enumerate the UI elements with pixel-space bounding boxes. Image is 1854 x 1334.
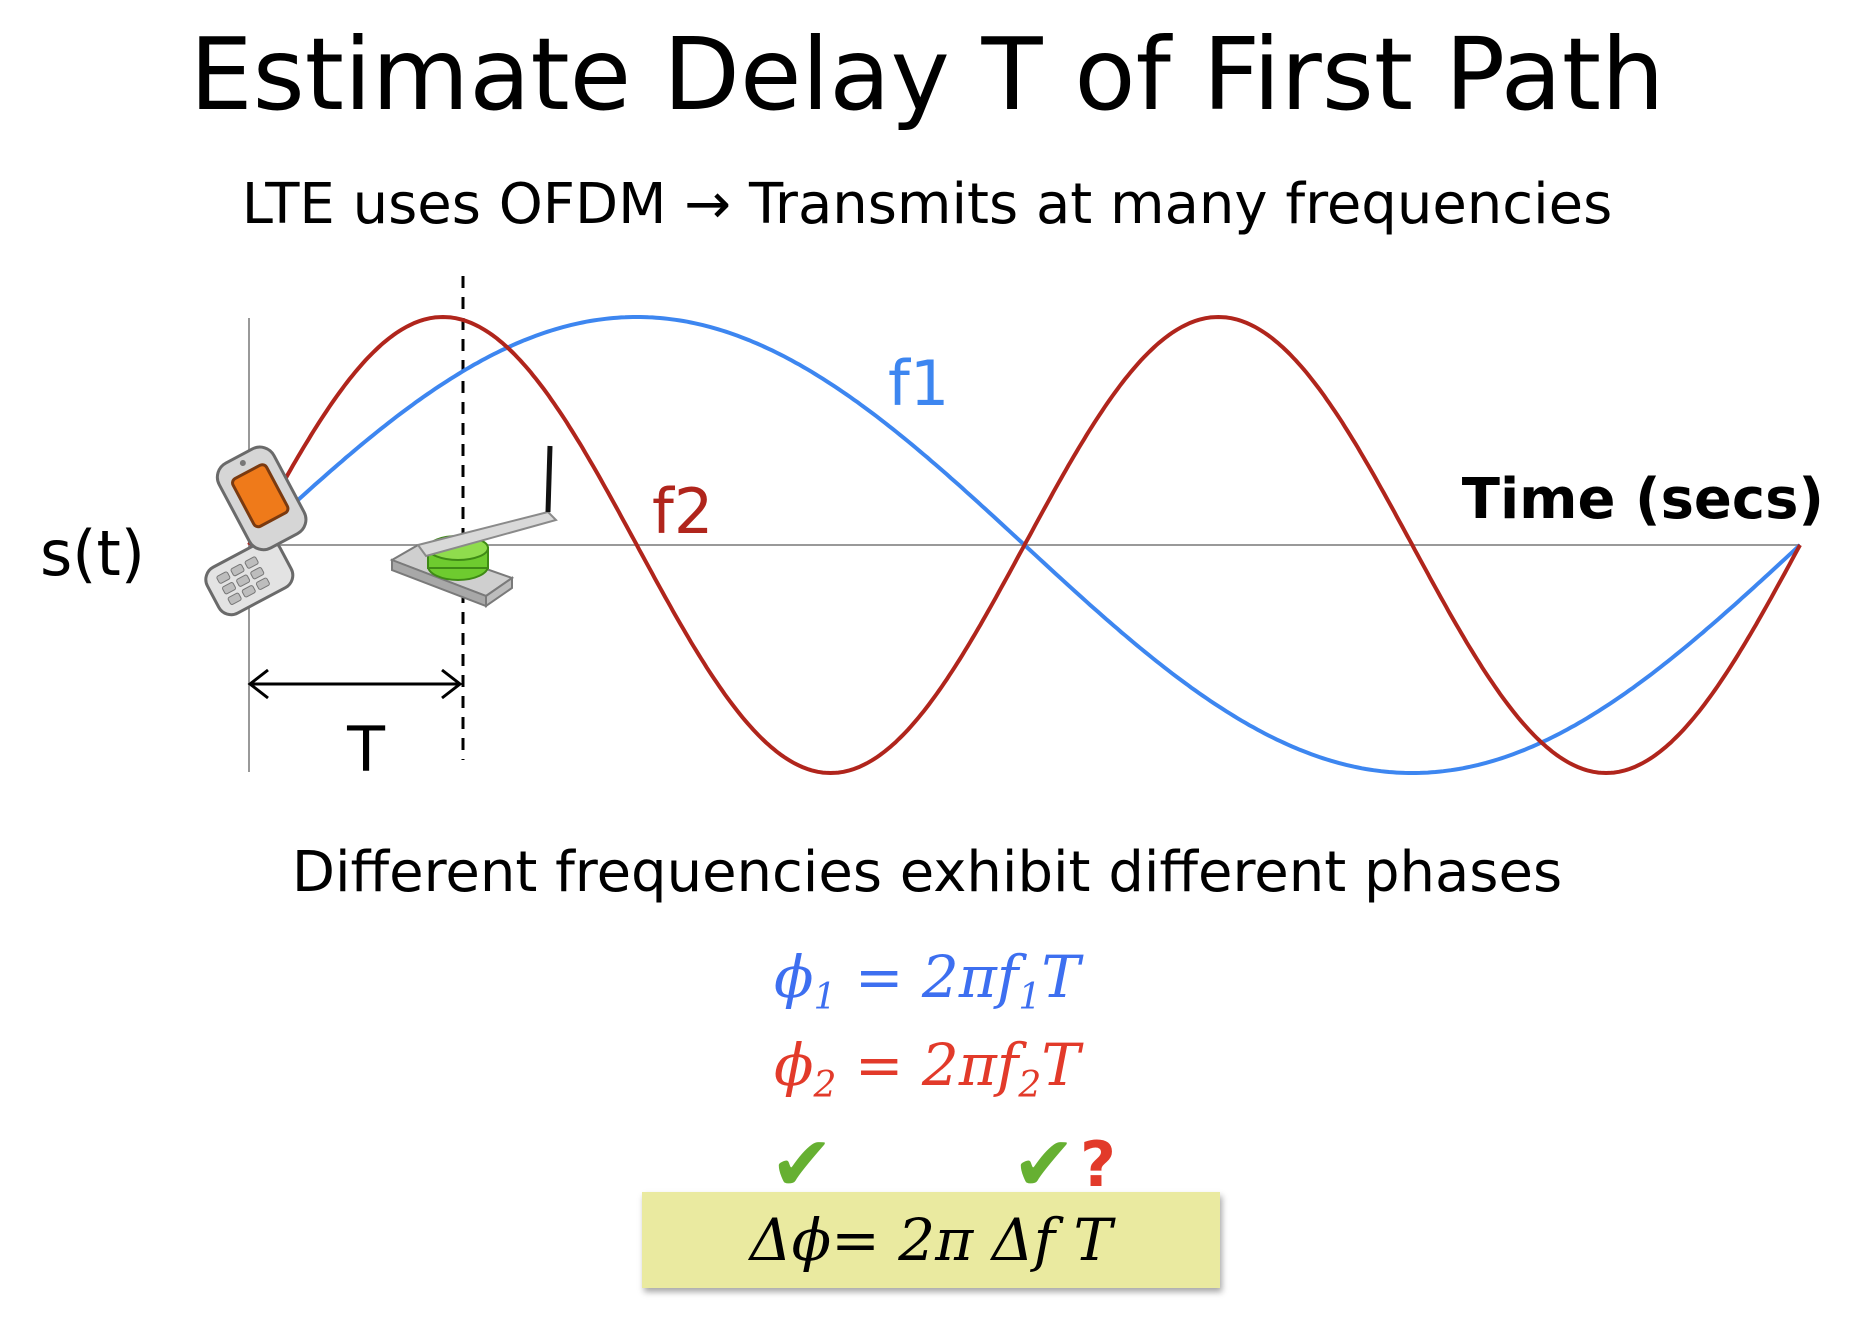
eq2-mid: = 2πf <box>836 1031 1019 1099</box>
f2-label: f2 <box>652 475 713 548</box>
f1-label: f1 <box>888 347 949 420</box>
check-icon: ✔ <box>770 1119 834 1208</box>
cellphone-icon <box>204 445 308 617</box>
delay-label: T <box>346 713 386 786</box>
eq1-sub: 1 <box>813 977 837 1018</box>
phase-equation-2: ϕ2 = 2πf2T <box>0 1030 1854 1121</box>
eq1-sub2: 1 <box>1018 977 1042 1018</box>
delay-arrow <box>247 668 463 700</box>
eq1-mid: = 2πf <box>836 943 1019 1011</box>
base-station-icon <box>389 445 558 608</box>
slide-title: Estimate Delay T of First Path <box>189 16 1665 133</box>
eq1-rhs: T <box>1041 943 1080 1011</box>
check-icon: ✔ <box>1012 1119 1076 1208</box>
x-axis-label: Time (secs) <box>1462 467 1824 532</box>
highlight-box <box>642 1192 1220 1288</box>
f2-curve <box>247 314 1802 776</box>
phase-equation-1: ϕ1 = 2πf1T <box>0 942 1854 1033</box>
phase-caption: Different frequencies exhibit different … <box>291 840 1563 905</box>
y-axis-label: s(t) <box>40 517 145 590</box>
eq1-lhs: ϕ <box>773 943 814 1011</box>
eq2-sub: 2 <box>813 1065 837 1106</box>
eq2-sub2: 2 <box>1018 1065 1042 1106</box>
slide-subtitle: LTE uses OFDM → Transmits at many freque… <box>241 172 1613 237</box>
delta-phase-equation: Δϕ= 2π Δf T <box>749 1206 1113 1274</box>
question-mark: ? <box>1080 1128 1116 1201</box>
eq2-rhs: T <box>1041 1031 1080 1099</box>
eq2-lhs: ϕ <box>773 1031 814 1099</box>
